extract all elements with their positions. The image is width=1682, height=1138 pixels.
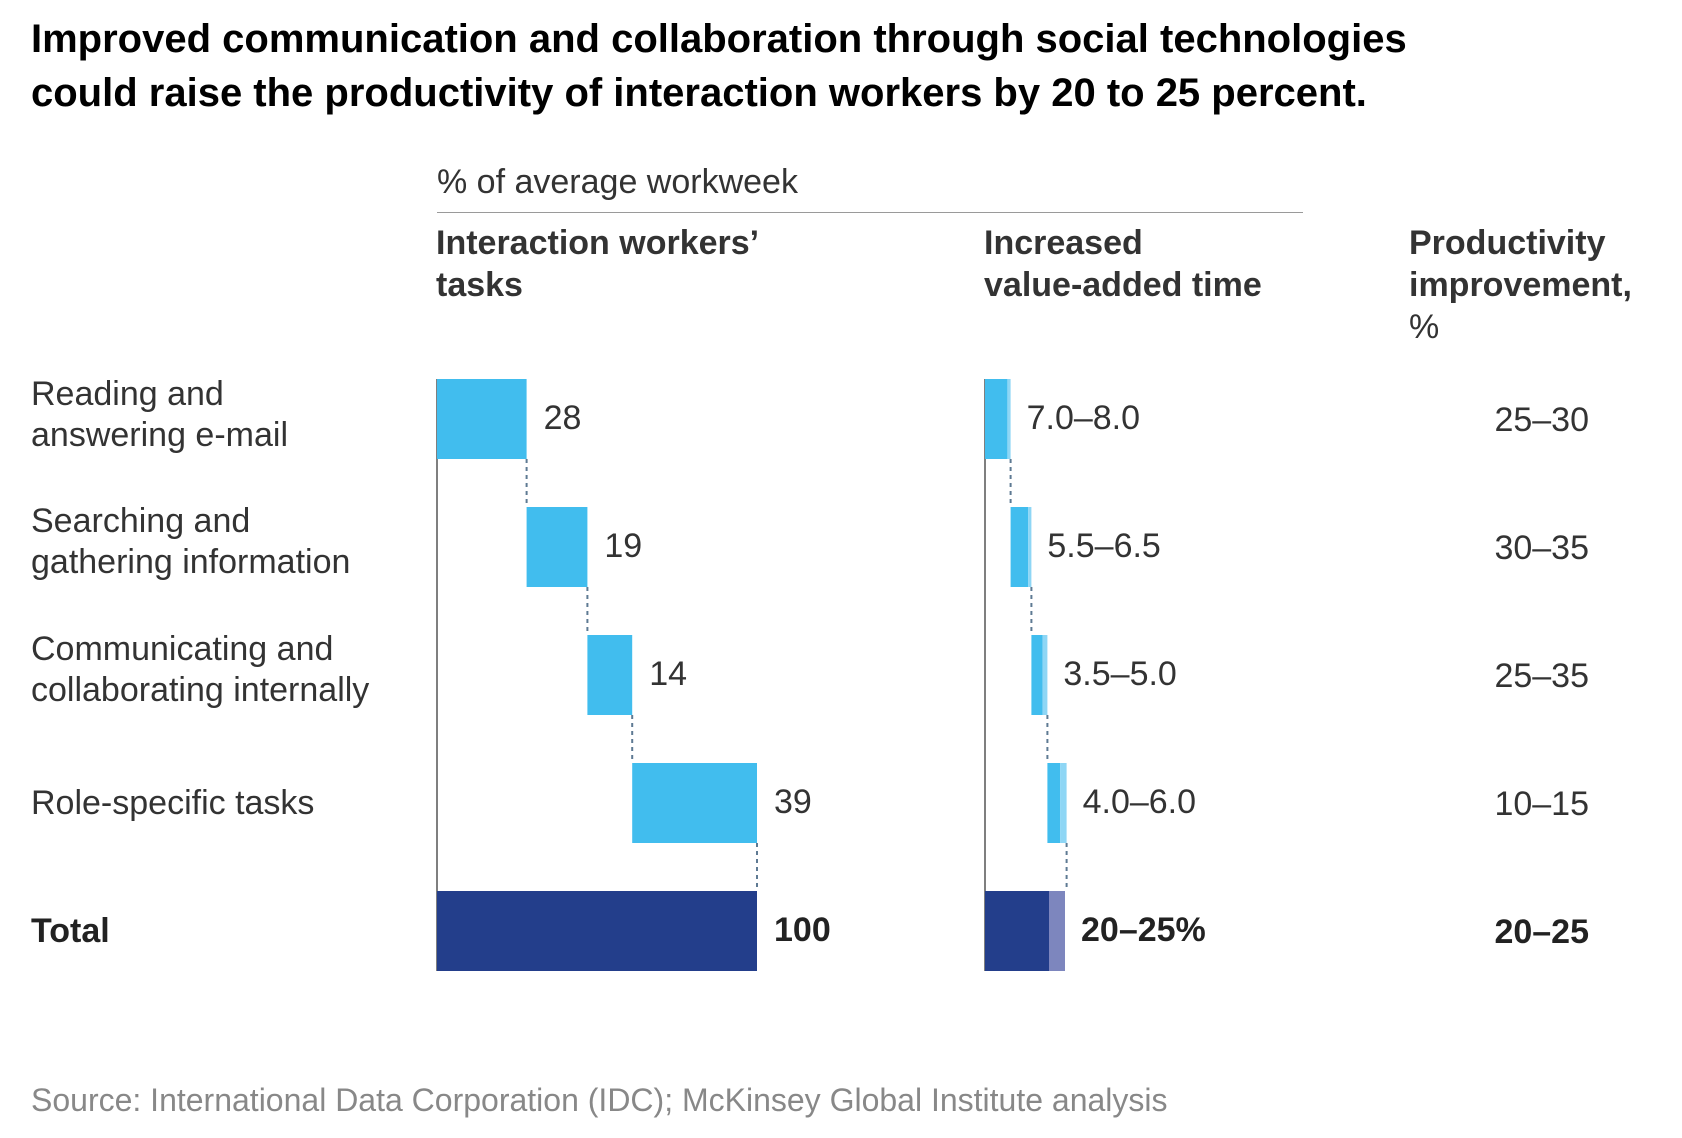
column-header-value-added: Increased value-added time [984, 222, 1262, 306]
chart-title-line-1: Improved communication and collaboration… [31, 17, 1407, 61]
value-bar-low [1047, 763, 1061, 843]
row-label-line: gathering information [31, 543, 351, 581]
value-bar-low [1031, 635, 1043, 715]
value-bar-range [1060, 763, 1067, 843]
row-label-line: answering e-mail [31, 416, 288, 454]
tasks-bar [587, 635, 633, 715]
tasks-bar-label: 39 [774, 783, 812, 821]
value-total-label: 20–25% [1081, 911, 1206, 949]
unit-label: % of average workweek [437, 163, 798, 201]
row-label-role-specific: Role-specific tasks [31, 783, 314, 824]
productivity-value-total: 20–25 [1494, 913, 1589, 951]
row-label-searching: Searching and gathering information [31, 501, 350, 583]
column-header-tasks: Interaction workers’ tasks [436, 222, 759, 306]
value-bar-range [1007, 379, 1011, 459]
value-bar-range [1028, 507, 1032, 587]
productivity-value-searching: 30–35 [1494, 529, 1589, 567]
row-label-line: Searching and [31, 502, 251, 540]
column-header-value-added-line-2: value-added time [984, 266, 1262, 304]
tasks-total-label: 100 [774, 911, 831, 949]
column-header-productivity-line-3: % [1409, 308, 1440, 346]
row-label-line: Role-specific tasks [31, 784, 315, 822]
row-label-line: collaborating internally [31, 671, 370, 709]
row-label-email: Reading and answering e-mail [31, 374, 288, 456]
row-label-line: Communicating and [31, 630, 334, 668]
column-header-productivity-line-2: improvement, [1409, 266, 1632, 304]
unit-divider [437, 212, 1303, 213]
tasks-bar-label: 28 [544, 399, 582, 437]
value-bar-label: 5.5–6.5 [1047, 527, 1160, 565]
tasks-total-bar [437, 891, 757, 971]
tasks-bar [437, 379, 527, 459]
value-bar-low [1010, 507, 1029, 587]
column-header-tasks-line-1: Interaction workers’ [436, 224, 760, 262]
chart-title-line-2: could raise the productivity of interact… [31, 71, 1367, 115]
row-label-communicating: Communicating and collaborating internal… [31, 629, 369, 711]
value-total-bar-low [985, 891, 1049, 971]
column-header-tasks-line-2: tasks [436, 266, 523, 304]
chart-title: Improved communication and collaboration… [31, 12, 1651, 120]
tasks-bar-label: 14 [649, 655, 687, 693]
productivity-value-email: 25–30 [1494, 401, 1589, 439]
tasks-bar [526, 507, 588, 587]
column-header-value-added-line-1: Increased [984, 224, 1143, 262]
row-label-line: Total [31, 912, 110, 950]
value-bar-label: 4.0–6.0 [1083, 783, 1196, 821]
row-label-line: Reading and [31, 375, 224, 413]
productivity-value-role-specific: 10–15 [1494, 785, 1589, 823]
value-total-bar-range [1049, 891, 1065, 971]
productivity-value-communicating: 25–35 [1494, 657, 1589, 695]
tasks-bar-label: 19 [604, 527, 642, 565]
value-bar-low [985, 379, 1008, 459]
source-note: Source: International Data Corporation (… [31, 1082, 1168, 1118]
row-label-total: Total [31, 911, 110, 952]
value-bar-label: 7.0–8.0 [1027, 399, 1140, 437]
column-header-productivity: Productivity improvement, % [1409, 222, 1632, 348]
value-bar-range [1042, 635, 1048, 715]
column-header-productivity-line-1: Productivity [1409, 224, 1606, 262]
value-bar-label: 3.5–5.0 [1063, 655, 1176, 693]
tasks-bar [632, 763, 757, 843]
